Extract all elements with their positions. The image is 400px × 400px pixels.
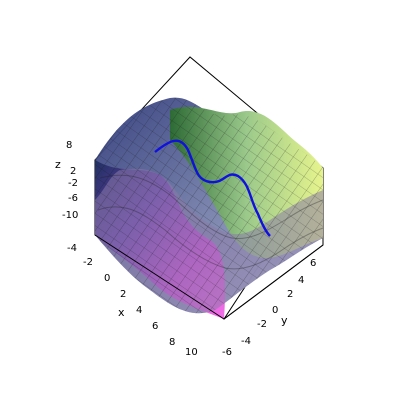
x-tick-label: 4 (136, 305, 142, 316)
x-tick-label: -4 (67, 243, 77, 254)
x-tick-label: 2 (120, 289, 126, 300)
surface (95, 97, 324, 319)
z-tick-label: 8 (66, 140, 72, 151)
y-axis-label: y (281, 314, 288, 327)
highlight-curve (154, 139, 271, 237)
z-axis: z 8 2-2 -6 -10 (55, 140, 78, 221)
y-tick-label: -6 (222, 347, 232, 358)
z-tick-label: -10 (62, 210, 78, 221)
x-tick-label: 8 (169, 337, 175, 348)
z-tick-label: -6 (68, 193, 78, 204)
x-tick-label: 0 (104, 273, 110, 284)
y-tick-label: 0 (272, 305, 278, 316)
y-tick-label: -2 (257, 319, 267, 330)
x-tick-label: -2 (83, 257, 93, 268)
z-axis-label: z (55, 158, 61, 171)
y-tick-label: 2 (287, 289, 293, 300)
x-tick-label: 6 (152, 321, 158, 332)
surface-ridge-lines (97, 174, 324, 270)
surface-mesh (95, 97, 323, 314)
z-tick-label: 2 (70, 166, 76, 177)
x-axis-label: x (118, 306, 125, 319)
z-tick-label: -2 (68, 178, 78, 189)
x-tick-label: 10 (185, 347, 198, 358)
y-tick-label: 6 (310, 258, 316, 269)
y-tick-label: -4 (241, 336, 251, 347)
y-tick-label: 4 (298, 275, 304, 286)
